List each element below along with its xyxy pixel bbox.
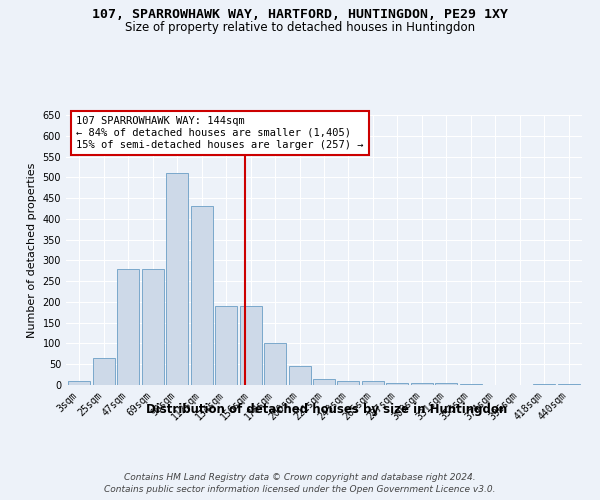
Bar bbox=[142, 268, 164, 385]
Bar bbox=[337, 381, 359, 385]
Bar bbox=[533, 384, 555, 385]
Text: Contains HM Land Registry data © Crown copyright and database right 2024.: Contains HM Land Registry data © Crown c… bbox=[124, 472, 476, 482]
Bar bbox=[557, 384, 580, 385]
Text: Distribution of detached houses by size in Huntingdon: Distribution of detached houses by size … bbox=[146, 402, 508, 415]
Bar bbox=[118, 268, 139, 385]
Bar bbox=[362, 381, 384, 385]
Bar bbox=[215, 306, 237, 385]
Bar bbox=[191, 206, 213, 385]
Bar bbox=[460, 384, 482, 385]
Text: 107, SPARROWHAWK WAY, HARTFORD, HUNTINGDON, PE29 1XY: 107, SPARROWHAWK WAY, HARTFORD, HUNTINGD… bbox=[92, 8, 508, 20]
Text: 107 SPARROWHAWK WAY: 144sqm
← 84% of detached houses are smaller (1,405)
15% of : 107 SPARROWHAWK WAY: 144sqm ← 84% of det… bbox=[76, 116, 364, 150]
Text: Size of property relative to detached houses in Huntingdon: Size of property relative to detached ho… bbox=[125, 21, 475, 34]
Bar bbox=[93, 358, 115, 385]
Bar bbox=[386, 383, 409, 385]
Bar bbox=[435, 384, 457, 385]
Bar bbox=[68, 381, 91, 385]
Bar bbox=[239, 306, 262, 385]
Bar bbox=[264, 344, 286, 385]
Bar bbox=[411, 383, 433, 385]
Text: Contains public sector information licensed under the Open Government Licence v3: Contains public sector information licen… bbox=[104, 485, 496, 494]
Y-axis label: Number of detached properties: Number of detached properties bbox=[27, 162, 37, 338]
Bar bbox=[313, 379, 335, 385]
Bar bbox=[289, 366, 311, 385]
Bar bbox=[166, 173, 188, 385]
